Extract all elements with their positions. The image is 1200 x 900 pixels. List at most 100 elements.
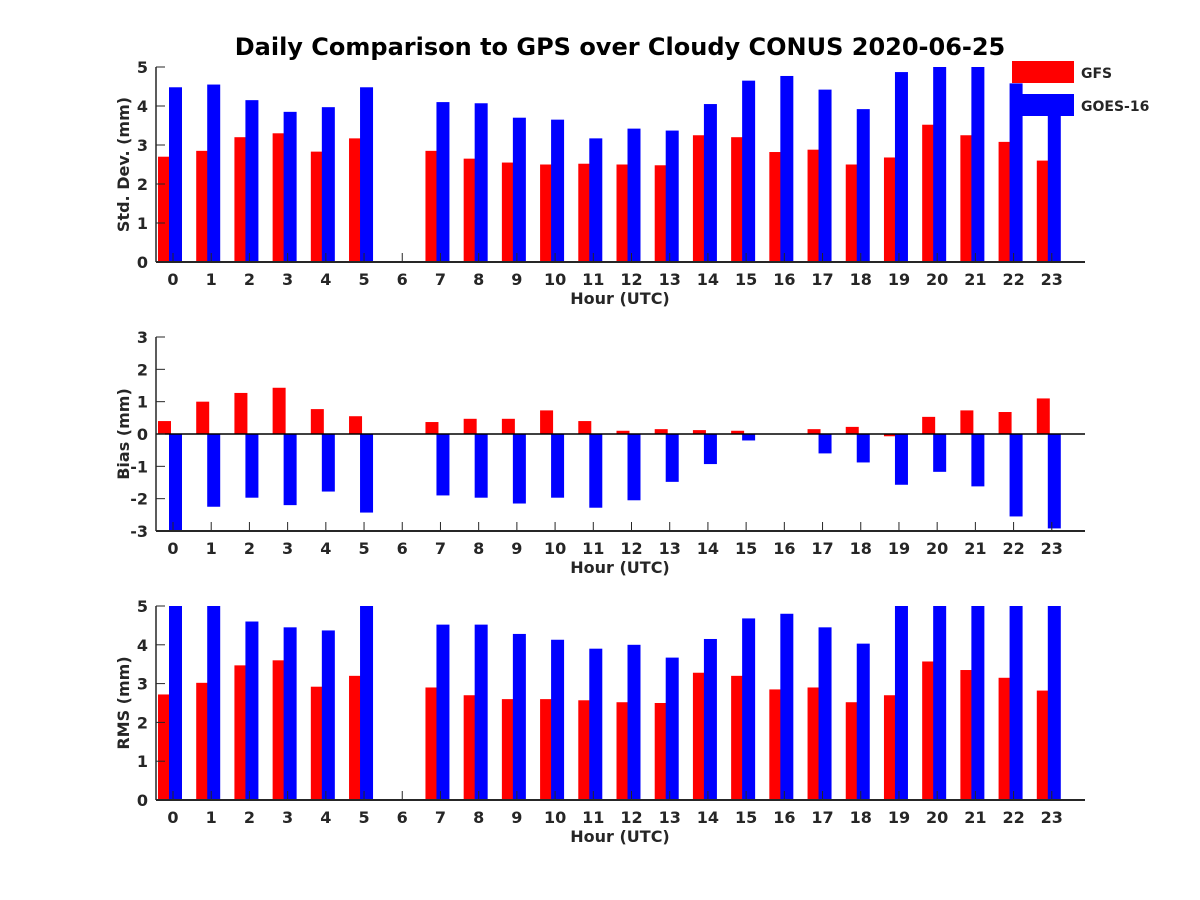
bar-gfs-16 [769, 152, 783, 262]
x-tick-label: 11 [582, 270, 604, 289]
x-tick-label: 7 [435, 270, 446, 289]
x-tick-label: 5 [358, 808, 369, 827]
x-tick-label: 2 [244, 539, 255, 558]
bar-gfs-21 [960, 135, 974, 262]
x-tick-label: 20 [926, 539, 948, 558]
x-tick-label: 23 [1041, 808, 1063, 827]
bar-gfs-19 [883, 157, 897, 262]
bar-gfs-4 [310, 151, 324, 262]
bar-goes-16-5 [360, 87, 374, 262]
y-tick-label: 2 [137, 175, 148, 194]
x-tick-label: 2 [244, 270, 255, 289]
x-tick-label: 5 [358, 539, 369, 558]
y-tick-label: 3 [137, 328, 148, 347]
bar-goes-16-13 [665, 434, 679, 482]
x-axis-label: Hour (UTC) [570, 827, 670, 846]
x-tick-label: 6 [397, 270, 408, 289]
bar-goes-16-5 [360, 434, 374, 513]
y-tick-label: 2 [137, 360, 148, 379]
bar-goes-16-1 [207, 606, 221, 800]
bar-gfs-3 [272, 660, 286, 800]
bar-goes-16-10 [551, 639, 565, 800]
bar-goes-16-8 [474, 434, 488, 498]
bar-goes-16-18 [856, 434, 870, 463]
x-tick-label: 0 [167, 808, 178, 827]
x-tick-label: 8 [473, 539, 484, 558]
x-tick-label: 3 [282, 808, 293, 827]
x-tick-label: 11 [582, 808, 604, 827]
bar-goes-16-8 [474, 624, 488, 800]
bar-goes-16-2 [245, 100, 259, 263]
legend: GFS GOES-16 [1012, 61, 1149, 116]
x-tick-label: 14 [697, 270, 719, 289]
bar-gfs-0 [158, 694, 171, 800]
x-tick-label: 23 [1041, 539, 1063, 558]
x-tick-label: 0 [167, 539, 178, 558]
bar-goes-16-10 [551, 119, 565, 263]
bar-gfs-1 [196, 682, 210, 800]
bar-goes-16-17 [818, 89, 832, 263]
bar-goes-16-19 [894, 434, 908, 485]
x-tick-label: 22 [1002, 270, 1024, 289]
bar-gfs-20 [922, 416, 936, 434]
x-tick-label: 7 [435, 539, 446, 558]
x-tick-label: 20 [926, 808, 948, 827]
bar-gfs-11 [578, 421, 592, 434]
bar-gfs-21 [960, 410, 974, 434]
bar-gfs-7 [425, 150, 439, 262]
x-tick-label: 16 [773, 539, 795, 558]
bar-gfs-2 [234, 137, 248, 262]
x-tick-label: 0 [167, 270, 178, 289]
bar-gfs-22 [998, 141, 1012, 262]
bar-gfs-10 [540, 699, 554, 800]
bar-goes-16-13 [665, 130, 679, 262]
x-tick-label: 1 [206, 270, 217, 289]
x-tick-label: 11 [582, 539, 604, 558]
y-tick-label: 5 [137, 58, 148, 77]
x-tick-label: 6 [397, 539, 408, 558]
x-tick-label: 19 [888, 808, 910, 827]
bar-gfs-0 [158, 421, 171, 434]
bar-gfs-9 [501, 162, 515, 262]
x-tick-label: 16 [773, 270, 795, 289]
y-tick-label: 0 [137, 253, 148, 272]
x-axis-label: Hour (UTC) [570, 289, 670, 308]
x-tick-label: 12 [620, 539, 642, 558]
x-tick-label: 18 [850, 270, 872, 289]
bar-goes-16-21 [971, 434, 985, 487]
bar-goes-16-20 [933, 606, 947, 800]
x-tick-label: 10 [544, 270, 566, 289]
bar-goes-16-4 [321, 434, 335, 492]
x-tick-label: 17 [811, 808, 833, 827]
bar-goes-16-23 [1047, 434, 1061, 529]
bar-gfs-11 [578, 700, 592, 800]
bar-gfs-22 [998, 412, 1012, 434]
bar-gfs-10 [540, 410, 554, 434]
bar-goes-16-9 [512, 117, 526, 262]
x-tick-label: 15 [735, 808, 757, 827]
y-tick-label: -3 [130, 522, 148, 541]
bar-goes-16-18 [856, 109, 870, 263]
bar-goes-16-14 [703, 638, 717, 800]
x-tick-label: 23 [1041, 270, 1063, 289]
bar-goes-16-12 [627, 644, 641, 800]
x-axis-label: Hour (UTC) [570, 558, 670, 577]
bar-gfs-19 [883, 695, 897, 800]
bar-gfs-15 [731, 137, 745, 262]
bar-goes-16-1 [207, 84, 221, 262]
y-axis-label: Bias (mm) [114, 388, 133, 480]
bar-gfs-15 [731, 430, 745, 434]
bar-goes-16-5 [360, 606, 374, 800]
bar-goes-16-0 [169, 434, 182, 531]
y-tick-label: 1 [137, 214, 148, 233]
x-tick-label: 6 [397, 808, 408, 827]
bar-gfs-11 [578, 163, 592, 262]
y-axis-label: Std. Dev. (mm) [114, 97, 133, 232]
bar-gfs-10 [540, 164, 554, 262]
x-tick-label: 7 [435, 808, 446, 827]
legend-label-goes-16: GOES-16 [1081, 99, 1149, 115]
x-tick-label: 19 [888, 270, 910, 289]
x-tick-label: 3 [282, 270, 293, 289]
y-tick-label: -2 [130, 490, 148, 509]
